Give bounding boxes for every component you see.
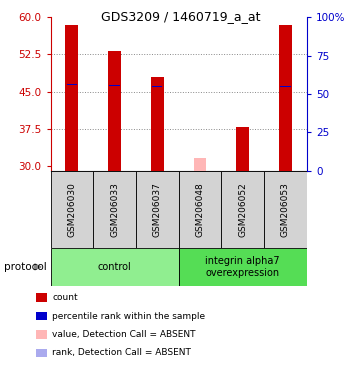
Bar bbox=[108, 51, 121, 171]
Bar bbox=[151, 77, 164, 171]
Text: protocol: protocol bbox=[4, 262, 46, 272]
Bar bbox=[152, 86, 162, 87]
Bar bbox=[179, 171, 221, 248]
Bar bbox=[193, 159, 206, 171]
Bar bbox=[264, 171, 307, 248]
Text: GSM206030: GSM206030 bbox=[68, 182, 77, 237]
Bar bbox=[136, 171, 179, 248]
Text: integrin alpha7
overexpression: integrin alpha7 overexpression bbox=[205, 256, 280, 278]
Bar bbox=[195, 95, 205, 96]
Text: rank, Detection Call = ABSENT: rank, Detection Call = ABSENT bbox=[52, 348, 191, 358]
Bar bbox=[236, 127, 249, 171]
Bar bbox=[179, 248, 307, 286]
Text: GSM206033: GSM206033 bbox=[110, 182, 119, 237]
Text: GSM206037: GSM206037 bbox=[153, 182, 162, 237]
Text: GSM206048: GSM206048 bbox=[196, 182, 205, 237]
Text: value, Detection Call = ABSENT: value, Detection Call = ABSENT bbox=[52, 330, 196, 339]
Text: GSM206052: GSM206052 bbox=[238, 182, 247, 237]
Bar bbox=[221, 171, 264, 248]
Bar bbox=[109, 85, 120, 86]
Bar bbox=[279, 25, 292, 171]
Text: GDS3209 / 1460719_a_at: GDS3209 / 1460719_a_at bbox=[101, 10, 260, 23]
Bar bbox=[51, 171, 93, 248]
Text: percentile rank within the sample: percentile rank within the sample bbox=[52, 311, 205, 321]
Bar bbox=[93, 171, 136, 248]
Text: GSM206053: GSM206053 bbox=[281, 182, 290, 237]
Text: count: count bbox=[52, 293, 78, 302]
Text: control: control bbox=[98, 262, 131, 272]
Bar bbox=[65, 25, 78, 171]
Bar bbox=[280, 86, 291, 87]
Bar bbox=[51, 248, 179, 286]
